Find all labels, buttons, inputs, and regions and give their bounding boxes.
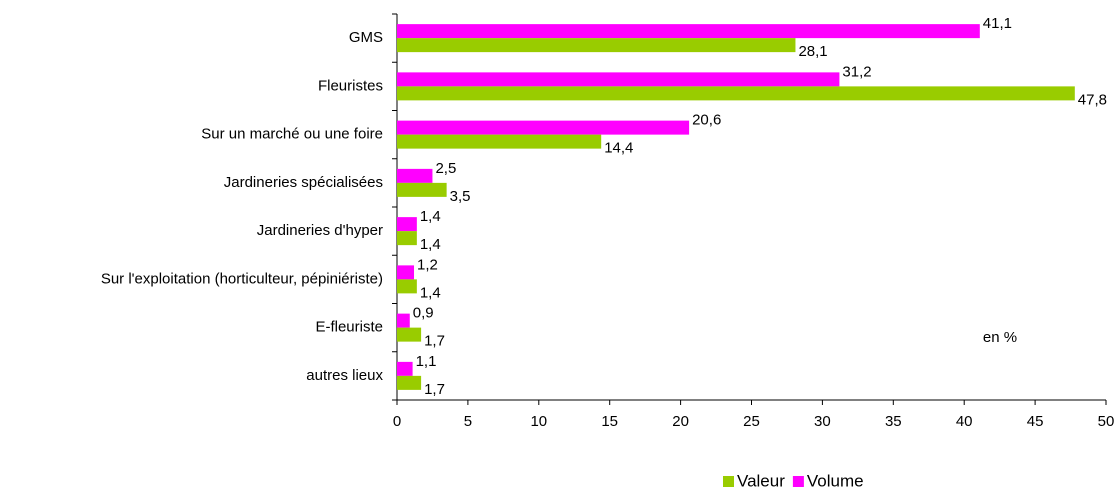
- legend-label: Valeur: [737, 471, 785, 490]
- y-tick-label: autres lieux: [306, 367, 383, 384]
- bar: [397, 375, 422, 390]
- x-tick-label: 0: [393, 413, 401, 430]
- bar: [397, 231, 417, 246]
- value-label: 1,4: [420, 284, 441, 301]
- bar: [397, 24, 980, 39]
- value-label: 3,5: [450, 188, 471, 205]
- bar: [397, 38, 796, 53]
- value-label: 1,1: [416, 353, 437, 370]
- value-label: 14,4: [604, 140, 633, 157]
- value-label: 1,7: [424, 381, 445, 398]
- x-tick-label: 30: [814, 413, 831, 430]
- bar: [397, 168, 433, 183]
- value-label: 1,2: [417, 256, 438, 273]
- y-tick-label: Jardineries spécialisées: [224, 174, 383, 191]
- legend-swatch: [723, 476, 734, 487]
- x-tick-label: 25: [743, 413, 760, 430]
- x-tick-label: 20: [672, 413, 689, 430]
- x-tick-label: 35: [885, 413, 902, 430]
- value-label: 41,1: [983, 15, 1012, 32]
- y-tick-label: Fleuristes: [318, 77, 383, 94]
- y-tick-label: Sur l'exploitation (horticulteur, pépini…: [101, 270, 383, 287]
- bar: [397, 72, 840, 87]
- value-label: 0,9: [413, 305, 434, 322]
- x-tick-label: 5: [464, 413, 472, 430]
- bar: [397, 279, 417, 294]
- value-label: 1,7: [424, 333, 445, 350]
- bar: [397, 182, 447, 197]
- bar: [397, 134, 602, 149]
- value-label: 47,8: [1078, 91, 1107, 108]
- annotation: en %: [983, 329, 1017, 346]
- value-label: 2,5: [435, 160, 456, 177]
- x-tick-label: 15: [601, 413, 618, 430]
- value-label: 1,4: [420, 208, 441, 225]
- bar: [397, 86, 1075, 101]
- y-tick-label: GMS: [349, 29, 383, 46]
- y-tick-label: E-fleuriste: [315, 319, 383, 336]
- value-label: 1,4: [420, 236, 441, 253]
- value-label: 28,1: [798, 43, 827, 60]
- x-tick-label: 40: [956, 413, 973, 430]
- bar: [397, 313, 410, 328]
- legend-label: Volume: [807, 471, 864, 490]
- value-label: 31,2: [842, 63, 871, 80]
- value-label: 20,6: [692, 112, 721, 129]
- bar: [397, 120, 690, 135]
- bar: [397, 327, 422, 342]
- bar: [397, 265, 415, 280]
- legend-swatch: [792, 476, 804, 487]
- x-tick-label: 50: [1098, 413, 1115, 430]
- x-tick-label: 45: [1027, 413, 1044, 430]
- y-tick-label: Jardineries d'hyper: [257, 222, 383, 239]
- bar: [397, 217, 417, 232]
- y-tick-label: Sur un marché ou une foire: [201, 126, 383, 143]
- bar: [397, 361, 413, 376]
- x-tick-label: 10: [530, 413, 547, 430]
